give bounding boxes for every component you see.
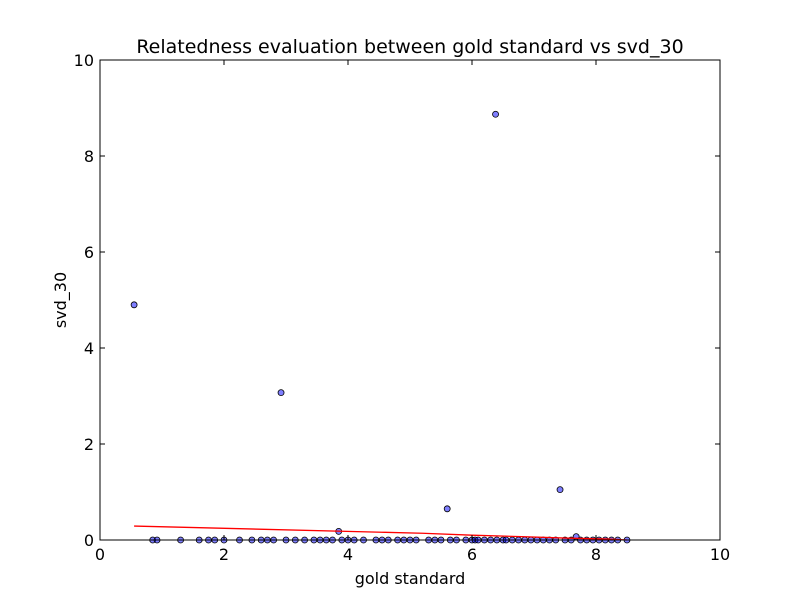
data-point [492, 110, 499, 118]
y-tick-label: 4 [84, 339, 94, 358]
x-tick-label: 2 [219, 545, 229, 564]
y-tick-label: 2 [84, 435, 94, 454]
y-axis-label: svd_30 [51, 272, 71, 328]
x-tick-label: 10 [710, 545, 730, 564]
y-tick-label: 8 [84, 147, 94, 166]
chart-title: Relatedness evaluation between gold stan… [136, 36, 683, 58]
x-tick-label: 8 [591, 545, 601, 564]
y-tick-label: 0 [84, 531, 94, 550]
plot-area [130, 110, 631, 544]
data-point [130, 301, 138, 309]
y-tick-label: 10 [74, 51, 94, 70]
x-tick-label: 0 [95, 545, 105, 564]
data-point [277, 389, 285, 397]
y-tick-label: 6 [84, 243, 94, 262]
fit-line [134, 525, 628, 541]
x-tick-label: 6 [467, 545, 477, 564]
x-tick-label: 4 [343, 545, 353, 564]
x-axis-label: gold standard [355, 569, 466, 588]
data-point [443, 505, 451, 513]
plot-frame [99, 59, 721, 541]
data-point [556, 486, 564, 494]
axes: 0 2 4 6 8 10 0 2 4 6 8 10 [74, 51, 731, 564]
